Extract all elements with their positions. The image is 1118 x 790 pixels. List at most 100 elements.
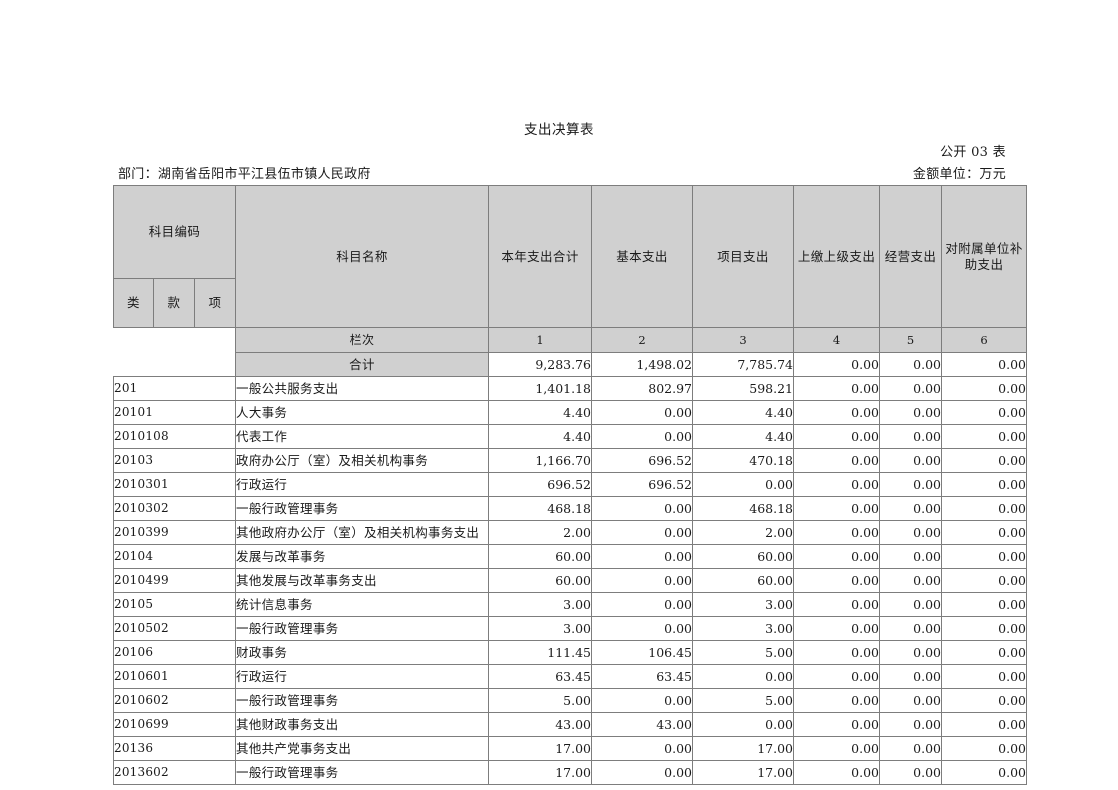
header-col-basic: 基本支出 bbox=[591, 185, 694, 328]
colnum-4: 4 bbox=[793, 327, 881, 353]
total-row: 合计 9,283.76 1,498.02 7,785.74 0.00 0.00 … bbox=[114, 352, 1028, 377]
row-subject-name: 一般行政管理事务 bbox=[235, 496, 490, 521]
row-subject-name: 一般行政管理事务 bbox=[235, 688, 490, 713]
row-value-5: 0.00 bbox=[879, 424, 943, 449]
row-value-6: 0.00 bbox=[941, 736, 1028, 761]
row-value-1: 3.00 bbox=[488, 616, 593, 641]
row-code: 2010502 bbox=[112, 616, 237, 641]
row-value-2: 0.00 bbox=[591, 760, 694, 785]
table-row: 20103 政府办公厅（室）及相关机构事务 1,166.70 696.52 470.18… bbox=[112, 448, 1028, 473]
total-value-3: 7,785.74 bbox=[692, 352, 795, 377]
row-code: 20101 bbox=[112, 400, 237, 425]
row-value-2: 63.45 bbox=[591, 664, 694, 689]
table-row: 2010302 一般行政管理事务 468.18 0.00 468.18 0.00 0.00 0… bbox=[112, 496, 1028, 521]
row-value-6: 0.00 bbox=[941, 544, 1028, 569]
row-value-5: 0.00 bbox=[879, 496, 943, 521]
table-body: 栏次 1 2 3 4 5 6 合计 9,283.76 1,498.02 7,78… bbox=[112, 327, 1028, 785]
row-subject-name: 发展与改革事务 bbox=[235, 544, 490, 569]
department-label: 部门：湖南省岳阳市平江县伍市镇人民政府 bbox=[118, 167, 371, 182]
table-row: 2010601 行政运行 63.45 63.45 0.00 0.00 0.00 0.00 bbox=[112, 664, 1028, 689]
header-code-section: 款 bbox=[153, 278, 195, 328]
row-value-1: 5.00 bbox=[488, 688, 593, 713]
table-row: 20101 人大事务 4.40 0.00 4.40 0.00 0.00 0.00 bbox=[112, 400, 1028, 425]
row-value-6: 0.00 bbox=[941, 664, 1028, 689]
row-value-5: 0.00 bbox=[879, 376, 943, 401]
row-value-1: 63.45 bbox=[488, 664, 593, 689]
row-value-3: 598.21 bbox=[692, 376, 795, 401]
row-value-1: 1,166.70 bbox=[488, 448, 593, 473]
table-row: 20106 财政事务 111.45 106.45 5.00 0.00 0.00 0.00 bbox=[112, 640, 1028, 665]
row-value-5: 0.00 bbox=[879, 472, 943, 497]
row-value-2: 106.45 bbox=[591, 640, 694, 665]
row-value-6: 0.00 bbox=[941, 400, 1028, 425]
total-value-6: 0.00 bbox=[941, 352, 1028, 377]
row-code: 2010601 bbox=[112, 664, 237, 689]
row-code: 20105 bbox=[112, 592, 237, 617]
row-code: 20103 bbox=[112, 448, 237, 473]
row-value-4: 0.00 bbox=[793, 664, 881, 689]
table-row: 2010301 行政运行 696.52 696.52 0.00 0.00 0.00 0.00 bbox=[112, 472, 1028, 497]
row-subject-name: 一般公共服务支出 bbox=[235, 376, 490, 401]
row-value-2: 0.00 bbox=[591, 424, 694, 449]
row-subject-name: 一般行政管理事务 bbox=[235, 760, 490, 785]
row-value-4: 0.00 bbox=[793, 760, 881, 785]
expenditure-table: 科目编码 科目名称 本年支出合计 基本支出 项目支出 上缴上级支出 经营支出 对… bbox=[112, 185, 1028, 785]
row-value-2: 802.97 bbox=[591, 376, 694, 401]
row-value-5: 0.00 bbox=[879, 544, 943, 569]
table-row: 20105 统计信息事务 3.00 0.00 3.00 0.00 0.00 0.00 bbox=[112, 592, 1028, 617]
row-value-2: 0.00 bbox=[591, 736, 694, 761]
row-code: 2010301 bbox=[112, 472, 237, 497]
row-value-3: 3.00 bbox=[692, 592, 795, 617]
row-value-5: 0.00 bbox=[879, 592, 943, 617]
row-value-5: 0.00 bbox=[879, 736, 943, 761]
row-value-3: 470.18 bbox=[692, 448, 795, 473]
row-value-1: 1,401.18 bbox=[488, 376, 593, 401]
colnum-5: 5 bbox=[879, 327, 943, 353]
row-value-1: 17.00 bbox=[488, 736, 593, 761]
amount-unit-label: 金额单位：万元 bbox=[912, 167, 1006, 182]
header-code-class: 类 bbox=[113, 278, 154, 328]
row-value-1: 60.00 bbox=[488, 544, 593, 569]
row-value-1: 4.40 bbox=[488, 424, 593, 449]
row-value-4: 0.00 bbox=[793, 424, 881, 449]
row-code: 2010399 bbox=[112, 520, 237, 545]
row-value-2: 0.00 bbox=[591, 592, 694, 617]
row-value-6: 0.00 bbox=[941, 712, 1028, 737]
table-row: 201 一般公共服务支出 1,401.18 802.97 598.21 0.00 0.00 0… bbox=[112, 376, 1028, 401]
row-value-1: 696.52 bbox=[488, 472, 593, 497]
row-value-3: 60.00 bbox=[692, 568, 795, 593]
row-value-2: 43.00 bbox=[591, 712, 694, 737]
row-value-4: 0.00 bbox=[793, 400, 881, 425]
row-value-2: 696.52 bbox=[591, 472, 694, 497]
row-subject-name: 一般行政管理事务 bbox=[235, 616, 490, 641]
total-value-1: 9,283.76 bbox=[488, 352, 593, 377]
row-value-6: 0.00 bbox=[941, 640, 1028, 665]
row-value-4: 0.00 bbox=[793, 544, 881, 569]
row-code: 2013602 bbox=[112, 760, 237, 785]
row-value-6: 0.00 bbox=[941, 424, 1028, 449]
colnum-1: 1 bbox=[488, 327, 593, 353]
row-code: 2010108 bbox=[112, 424, 237, 449]
row-value-6: 0.00 bbox=[941, 616, 1028, 641]
row-subject-name: 统计信息事务 bbox=[235, 592, 490, 617]
row-subject-name: 代表工作 bbox=[235, 424, 490, 449]
row-code: 2010602 bbox=[112, 688, 237, 713]
row-subject-name: 政府办公厅（室）及相关机构事务 bbox=[235, 448, 490, 473]
total-row-label: 合计 bbox=[235, 352, 490, 377]
table-row: 2010108 代表工作 4.40 0.00 4.40 0.00 0.00 0.00 bbox=[112, 424, 1028, 449]
row-subject-name: 行政运行 bbox=[235, 472, 490, 497]
table-row: 2010499 其他发展与改革事务支出 60.00 0.00 60.00 0.00 0.00… bbox=[112, 568, 1028, 593]
row-code: 2010302 bbox=[112, 496, 237, 521]
row-value-4: 0.00 bbox=[793, 592, 881, 617]
row-value-3: 468.18 bbox=[692, 496, 795, 521]
row-value-4: 0.00 bbox=[793, 616, 881, 641]
header-col-total-year: 本年支出合计 bbox=[488, 185, 593, 328]
row-value-4: 0.00 bbox=[793, 448, 881, 473]
row-value-5: 0.00 bbox=[879, 616, 943, 641]
row-subject-name: 财政事务 bbox=[235, 640, 490, 665]
row-value-1: 17.00 bbox=[488, 760, 593, 785]
row-subject-name: 其他财政事务支出 bbox=[235, 712, 490, 737]
header-row-main: 科目编码 科目名称 本年支出合计 基本支出 项目支出 上缴上级支出 经营支出 对… bbox=[112, 185, 1028, 328]
header-col-subsidy-affiliated: 对附属单位补助支出 bbox=[941, 185, 1028, 328]
